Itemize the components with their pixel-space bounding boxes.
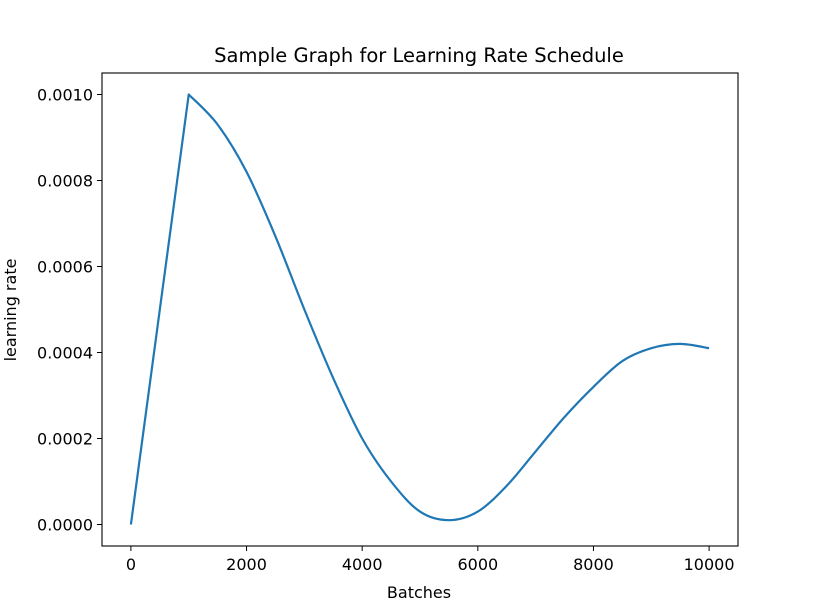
y-axis-label: learning rate [1, 259, 20, 362]
axes-frame [101, 72, 739, 547]
y-tick-label: 0.0006 [37, 258, 93, 277]
series-line [129, 93, 710, 525]
y-tick-label: 0.0008 [37, 172, 93, 191]
x-tick-label: 0 [126, 555, 136, 574]
x-tick-label: 4000 [342, 555, 383, 574]
plot-area: 0 2000 4000 6000 8000 10000 0.0000 0.0002 0.0004… [37, 72, 739, 574]
y-tick-label: 0.0010 [37, 86, 93, 105]
y-tick-label: 0.0002 [37, 430, 93, 449]
y-tick-label: 0.0004 [37, 344, 93, 363]
x-axis-label: Batches [387, 583, 451, 602]
x-tick-label: 10000 [684, 555, 735, 574]
x-tick-label: 2000 [226, 555, 267, 574]
x-tick-label: 8000 [573, 555, 614, 574]
y-tick-label: 0.0000 [37, 516, 93, 535]
x-tick-label: 6000 [457, 555, 498, 574]
chart-title: Sample Graph for Learning Rate Schedule [214, 44, 624, 67]
